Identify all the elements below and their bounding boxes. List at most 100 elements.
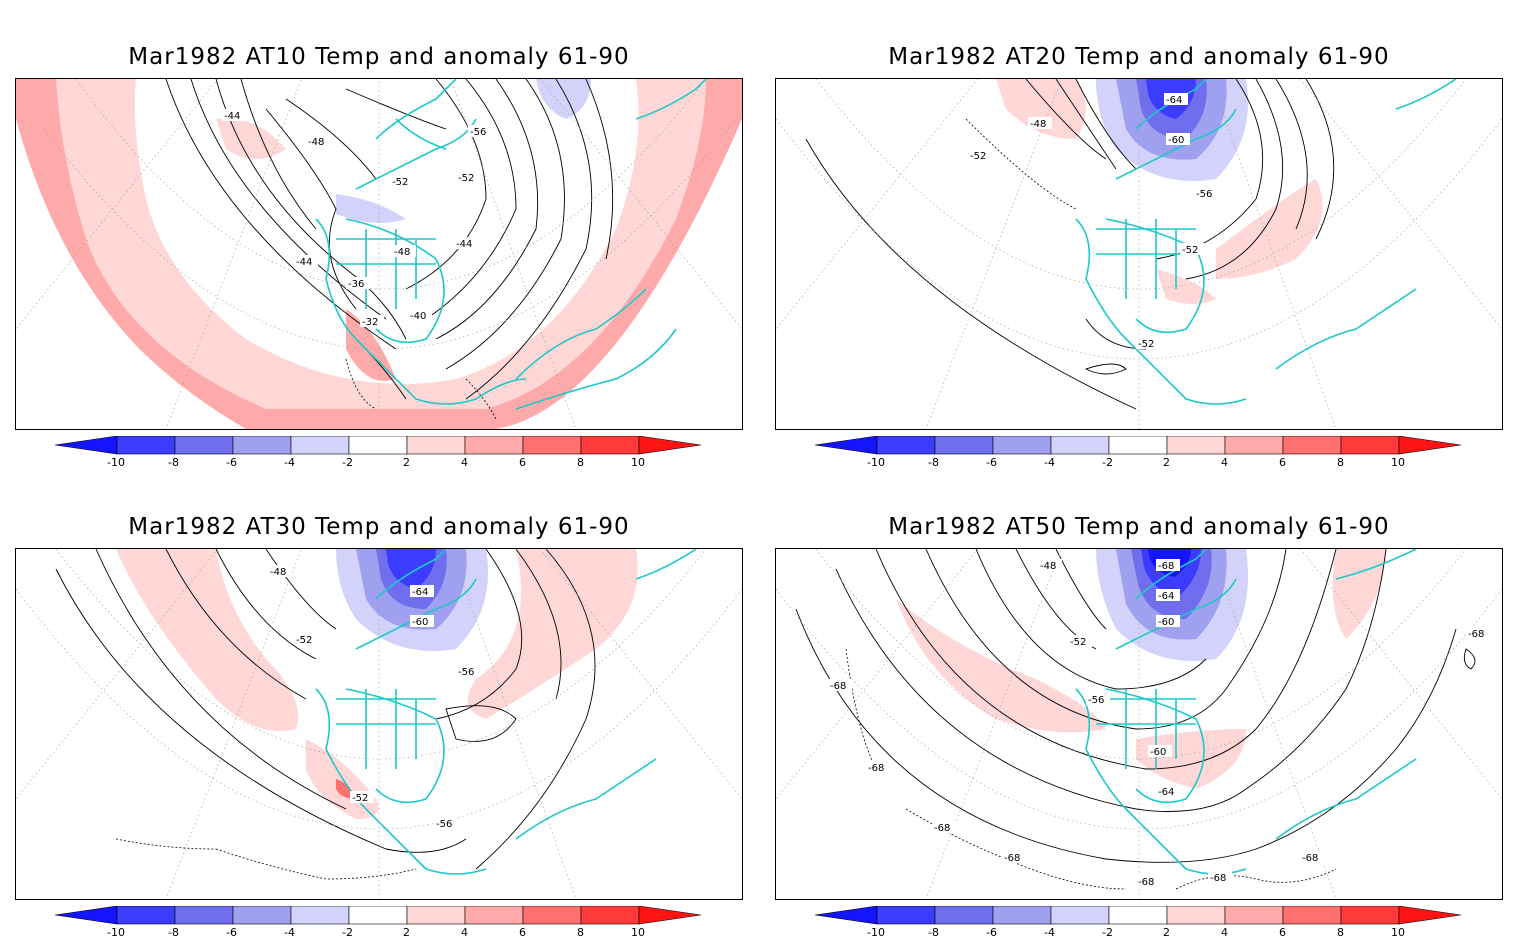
colorbar-tick: -2 [1102,456,1113,468]
colorbar-svg: -10 -8 -6 -4 -2 2 4 6 8 10 [814,435,1462,469]
colorbar-tick: 8 [577,926,584,938]
panel-title: Mar1982 AT30 Temp and anomaly 61-90 [128,514,630,540]
contour-label: -48 [308,137,324,148]
colorbar-cell [876,435,936,455]
colorbar-tick: -8 [928,456,939,468]
contour-label: -52 [1182,245,1198,256]
outside-hemisphere-right [496,119,742,429]
contour-label: -68 [934,823,950,834]
contour-label: -48 [394,247,410,258]
colorbar-arrow-right [638,435,702,455]
contour-label: -68 [1138,877,1154,888]
colorbar-cell [116,905,176,925]
colorbar-cell [406,905,466,925]
anomaly-pink-right [1216,179,1323,279]
colorbar-tick: -10 [107,926,125,938]
colorbar-tick: -10 [867,926,885,938]
colorbar-arrow-right [638,905,702,925]
colorbar-tick: 10 [1391,456,1405,468]
contour-label: -64 [1158,591,1174,602]
colorbar-svg: -10 -8 -6 -4 -2 2 4 6 8 10 [54,435,702,469]
contour-label: -56 [436,819,452,830]
colorbar-tick: 8 [1337,456,1344,468]
polar-map: -68 -48 -64 -60 -52 -68 -68 -56 -60 -68 … [775,548,1503,900]
colorbar-arrow-right [1398,435,1462,455]
contour-label: -56 [470,127,486,138]
colorbar-tick: 2 [1163,456,1170,468]
polar-map: -64 -48 -60 -52 -56 -52 -52 [775,78,1503,430]
contour-label: -52 [970,151,986,162]
colorbar-cell [174,905,234,925]
panel-title: Mar1982 AT10 Temp and anomaly 61-90 [128,44,630,70]
colorbar-cell [464,435,524,455]
colorbar-cell [1282,435,1342,455]
colorbar-svg: -10 -8 -6 -4 -2 2 4 6 8 10 [54,905,702,939]
colorbar-tick: -2 [1102,926,1113,938]
anomaly-blue-small [536,79,591,119]
colorbar-tick: -4 [1044,926,1055,938]
panel-title: Mar1982 AT20 Temp and anomaly 61-90 [888,44,1390,70]
anomaly-blue-4 [386,549,436,589]
colorbar-tick: 8 [1337,926,1344,938]
contour-label: -44 [456,239,472,250]
colorbar-tick: 6 [1279,456,1286,468]
contour-label: -60 [1150,747,1166,758]
colorbar-tick: 6 [519,926,526,938]
colorbar-tick: -10 [867,456,885,468]
outside-hemisphere-left [16,119,246,429]
colorbar-cell [1050,435,1110,455]
contour-label: -60 [412,617,428,628]
anomaly-pink-left [996,79,1086,139]
colorbar-cell [1166,435,1226,455]
contour-label: -68 [1004,853,1020,864]
colorbar-svg: -10 -8 -6 -4 -2 2 4 6 8 10 [814,905,1462,939]
polar-map: -44 -48 -52 -52 -56 -44 -44 -48 -36 -32 … [15,78,743,430]
colorbar-cell [1282,905,1342,925]
contour-label: -44 [224,111,240,122]
colorbar-tick: -4 [1044,456,1055,468]
colorbar-cell [348,905,408,925]
colorbar: -10 -8 -6 -4 -2 2 4 6 8 10 [54,435,705,472]
colorbar-cell [934,435,994,455]
colorbar-cell [174,435,234,455]
contour-label: -48 [270,567,286,578]
colorbar-tick: 4 [1221,926,1228,938]
colorbar-tick: 2 [403,926,410,938]
contour-label: -64 [1166,95,1182,106]
colorbar-cell [522,435,582,455]
anomaly-pink-left [896,599,1106,733]
colorbar-cell [580,905,640,925]
colorbar-tick: 6 [519,456,526,468]
colorbar-arrow-left [54,905,118,925]
anomaly-pink-right [468,549,638,719]
colorbar-cell [464,905,524,925]
colorbar-cell [1224,905,1284,925]
colorbar-cell [992,435,1052,455]
colorbar-tick: -6 [226,926,237,938]
colorbar-arrow-left [54,435,118,455]
colorbar-cell [1108,905,1168,925]
contour-label: -36 [348,279,364,290]
colorbar-tick: -2 [342,926,353,938]
colorbar-tick: 10 [1391,926,1405,938]
colorbar-cell [522,905,582,925]
colorbar-tick: 4 [1221,456,1228,468]
contour-label: -52 [392,177,408,188]
contour-label: -68 [1302,853,1318,864]
colorbar-tick: 4 [461,926,468,938]
colorbar: -10 -8 -6 -4 -2 2 4 6 8 10 [814,905,1465,942]
colorbar-arrow-left [814,435,878,455]
colorbar-tick: -2 [342,456,353,468]
contour-label: -52 [1138,339,1154,350]
contour-label: -68 [1158,561,1174,572]
colorbar-cell [1224,435,1284,455]
colorbar-tick: -8 [168,926,179,938]
contour-label: -40 [410,311,426,322]
colorbar-cell [1050,905,1110,925]
colorbar: -10 -8 -6 -4 -2 2 4 6 8 10 [814,435,1465,472]
anomaly-pink-left [116,549,298,731]
colorbar-cell [1340,905,1400,925]
contour-label: -52 [296,635,312,646]
contour-label: -60 [1168,135,1184,146]
colorbar-cell [406,435,466,455]
